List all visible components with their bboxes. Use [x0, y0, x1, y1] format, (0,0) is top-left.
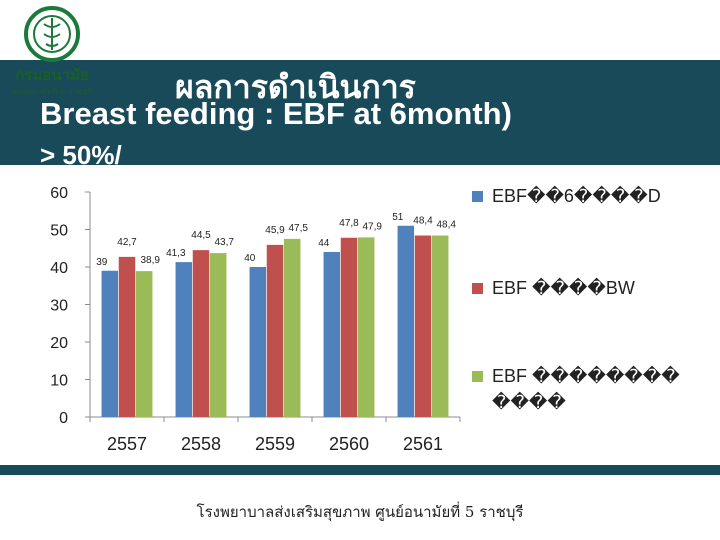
legend-swatch-s2: [472, 283, 483, 294]
svg-text:กรมอนามัย: กรมอนามัย: [15, 66, 88, 84]
top-band: [0, 0, 720, 60]
bar-2559-s1: [249, 267, 267, 417]
y-tick-label: 60: [50, 185, 68, 202]
data-label: 44: [318, 238, 330, 249]
legend-label-s3: ����: [492, 391, 566, 412]
data-label: 48,4: [436, 220, 456, 231]
bar-2560-s3: [357, 237, 375, 417]
legend: EBF��6����D EBF ����BW EBF �������� ����: [472, 185, 680, 412]
bar-2560-s1: [323, 252, 341, 417]
data-label: 41,3: [166, 248, 186, 259]
bar-2558-s1: [175, 262, 193, 417]
data-label: 40: [244, 253, 256, 264]
data-label: 43,7: [214, 237, 234, 248]
slide-title-thai: ผลการดำเนินการ: [175, 68, 416, 106]
x-tick-label: 2560: [329, 434, 369, 454]
bar-2557-s1: [101, 270, 119, 417]
y-tick-label: 20: [50, 335, 68, 352]
svg-text:ศูนย์อนามัยที่ ๕ ราชบุรี: ศูนย์อนามัยที่ ๕ ราชบุรี: [12, 85, 93, 97]
x-tick-label: 2559: [255, 434, 295, 454]
footer-text: โรงพยาบาลส่งเสริมสุขภาพ ศูนย์อนามัยที่ 5…: [196, 503, 524, 521]
data-label: 51: [392, 212, 404, 223]
bar-2558-s3: [209, 253, 227, 417]
legend-swatch-s1: [472, 191, 483, 202]
x-tick-label: 2561: [403, 434, 443, 454]
data-label: 45,9: [265, 225, 285, 236]
y-tick-label: 0: [59, 410, 68, 427]
data-label: 47,9: [362, 221, 382, 232]
legend-swatch-s3: [472, 371, 483, 382]
title-banner: [0, 60, 720, 165]
legend-label-s1: EBF��6����D: [492, 185, 661, 206]
ebf-bar-chart: 010203040506025573942,738,9255841,344,54…: [50, 185, 680, 454]
bar-2559-s2: [266, 244, 284, 417]
bar-2561-s3: [431, 235, 449, 417]
bar-2557-s3: [135, 271, 153, 417]
data-label: 39: [96, 257, 108, 268]
data-label: 38,9: [140, 255, 160, 266]
y-tick-label: 10: [50, 373, 68, 390]
ministry-logo: กรมอนามัย ศูนย์อนามัยที่ ๕ ราชบุรี: [12, 6, 93, 97]
bar-2561-s2: [414, 235, 432, 417]
y-tick-label: 30: [50, 298, 68, 315]
data-label: 47,5: [288, 223, 308, 234]
slide-subtitle: > 50%/: [40, 140, 122, 165]
bottom-bar: [0, 465, 720, 475]
data-label: 48,4: [413, 216, 433, 227]
bar-2557-s2: [118, 256, 136, 417]
y-tick-label: 50: [50, 223, 68, 240]
x-tick-label: 2557: [107, 434, 147, 454]
footer-band: [0, 475, 720, 540]
bar-2561-s1: [397, 225, 415, 417]
data-label: 44,5: [191, 230, 211, 241]
bar-2559-s3: [283, 238, 301, 417]
bar-2560-s2: [340, 237, 358, 417]
data-label: 47,8: [339, 218, 359, 229]
legend-label-s2: EBF ����BW: [492, 277, 635, 298]
bar-2558-s2: [192, 250, 210, 417]
slide-title: Breast feeding : EBF at 6month): [40, 96, 512, 131]
legend-label-s3: EBF ��������: [492, 365, 680, 386]
x-tick-label: 2558: [181, 434, 221, 454]
data-label: 42,7: [117, 237, 137, 248]
y-tick-label: 40: [50, 260, 68, 277]
plot-area: 010203040506025573942,738,9255841,344,54…: [50, 185, 461, 454]
